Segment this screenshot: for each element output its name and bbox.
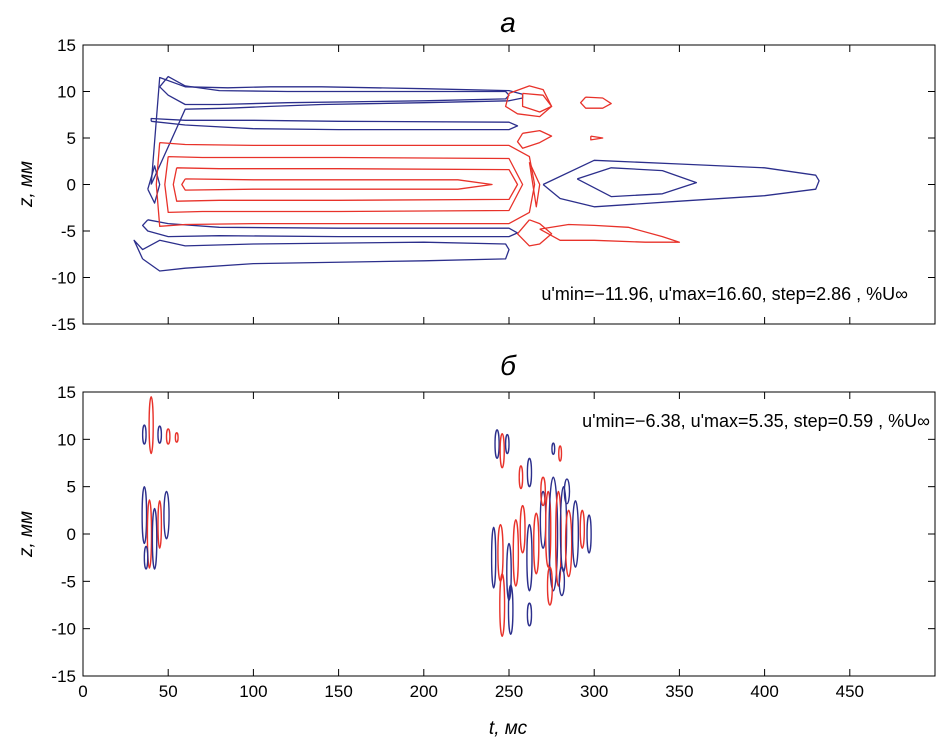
negative-contour-blob <box>490 526 497 589</box>
positive-contour <box>579 96 612 109</box>
negative-contour <box>141 219 519 238</box>
positive-contour <box>516 219 553 247</box>
positive-contour-blob <box>579 509 586 549</box>
negative-contour <box>542 159 820 208</box>
y-tick-label: -10 <box>51 269 76 288</box>
y-tick-label: 10 <box>57 83 76 102</box>
negative-contour <box>133 239 510 272</box>
panel-a-y-label: z, мм <box>16 161 37 208</box>
y-tick-label: -15 <box>51 667 76 686</box>
negative-contour-blob <box>526 457 533 488</box>
negative-contour <box>576 167 698 198</box>
positive-contour-blob <box>519 504 526 554</box>
positive-contour-blob <box>558 445 563 462</box>
positive-contour-blob <box>499 573 506 637</box>
panel-b-x-label: t, мс <box>489 718 528 739</box>
positive-contour <box>155 141 536 227</box>
positive-contour <box>516 129 553 149</box>
positive-contour <box>590 135 604 141</box>
y-tick-label: -5 <box>61 222 76 241</box>
x-tick-label: 350 <box>665 682 693 701</box>
negative-contour <box>159 75 510 106</box>
negative-contour-blob <box>526 602 533 627</box>
negative-contour-blob <box>157 425 163 444</box>
negative-contour-blob <box>571 500 580 568</box>
positive-contour-blob <box>497 523 504 583</box>
positive-contour-blob <box>499 432 505 469</box>
negative-contour-blob <box>563 478 571 505</box>
positive-contour <box>528 161 541 208</box>
panel-b: б -15 -10 -5 0 5 10 15 0 50 100 150 200 250 300 350 40… <box>16 350 936 739</box>
positive-contour <box>181 178 493 191</box>
x-tick-label: 200 <box>410 682 438 701</box>
y-tick-label: -15 <box>51 315 76 334</box>
x-tick-label: 400 <box>750 682 778 701</box>
positive-contour <box>164 155 524 214</box>
positive-contour <box>172 167 519 202</box>
x-tick-label: 0 <box>78 682 87 701</box>
negative-contour-blob <box>526 523 533 592</box>
panel-b-y-ticks: -15 -10 -5 0 5 10 15 <box>51 383 935 686</box>
positive-contour-blob <box>540 476 546 507</box>
negative-contour <box>147 165 161 204</box>
panel-a-title: а <box>500 7 516 38</box>
negative-contour-blob <box>507 584 514 636</box>
y-tick-label: 15 <box>57 383 76 402</box>
negative-contour-blob <box>548 476 559 592</box>
panel-a-y-ticks: -15 -10 -5 0 5 10 15 <box>51 36 935 334</box>
negative-contour-blob <box>163 490 170 540</box>
negative-contour-blob <box>143 545 149 570</box>
panel-a: а -15 -10 -5 0 5 10 15 z, мм u'min=−11.96, u'm… <box>16 7 936 334</box>
positive-contour-blob <box>174 432 179 443</box>
negative-contour-blob <box>141 424 147 445</box>
panel-a-x-ticks <box>82 45 851 324</box>
x-tick-label: 150 <box>324 682 352 701</box>
positive-contour-blob <box>564 509 573 578</box>
negative-contour-blob <box>586 514 592 554</box>
positive-contour-blob <box>512 519 520 587</box>
negative-contour-blob <box>558 566 566 597</box>
y-tick-label: 15 <box>57 36 76 55</box>
negative-contour-blob <box>504 433 510 455</box>
y-tick-label: 5 <box>67 478 76 497</box>
x-tick-label: 250 <box>495 682 523 701</box>
positive-contour <box>539 223 681 243</box>
panel-b-title: б <box>500 350 517 381</box>
x-tick-label: 300 <box>580 682 608 701</box>
y-tick-label: -10 <box>51 620 76 639</box>
positive-contour-blob <box>544 490 552 568</box>
panel-b-annotation: u'min=−6.38, u'max=5.35, step=0.59 , %U∞ <box>582 411 930 431</box>
panel-b-axes <box>82 391 936 677</box>
y-tick-label: 5 <box>67 129 76 148</box>
y-tick-label: 0 <box>67 525 76 544</box>
y-tick-label: 10 <box>57 430 76 449</box>
positive-contour-blob <box>518 465 524 490</box>
positive-contour-blob <box>546 566 553 606</box>
y-tick-label: 0 <box>67 176 76 195</box>
x-tick-label: 50 <box>159 682 178 701</box>
negative-contour-blob <box>551 442 556 456</box>
panel-a-plot-area <box>133 75 820 272</box>
negative-contour-blob <box>141 485 148 545</box>
positive-contour-blob <box>157 500 163 549</box>
y-tick-label: -5 <box>61 572 76 591</box>
panel-b-y-label: z, мм <box>16 511 37 558</box>
positive-contour-blob <box>148 396 154 455</box>
positive-contour-blob <box>165 428 171 445</box>
panel-b-plot-area <box>141 396 592 637</box>
negative-contour-blob <box>151 507 158 570</box>
positive-contour <box>504 85 553 118</box>
positive-contour <box>521 92 553 113</box>
panel-b-x-ticks: 0 50 100 150 200 250 300 350 400 450 <box>78 392 864 701</box>
x-tick-label: 100 <box>239 682 267 701</box>
positive-contour-blob <box>533 512 540 575</box>
panel-a-annotation: u'min=−11.96, u'max=16.60, step=2.86 , %… <box>541 284 908 304</box>
negative-contour-blob <box>494 429 500 459</box>
x-tick-label: 450 <box>836 682 864 701</box>
positive-contour-blob <box>146 499 153 569</box>
negative-contour <box>150 117 519 131</box>
